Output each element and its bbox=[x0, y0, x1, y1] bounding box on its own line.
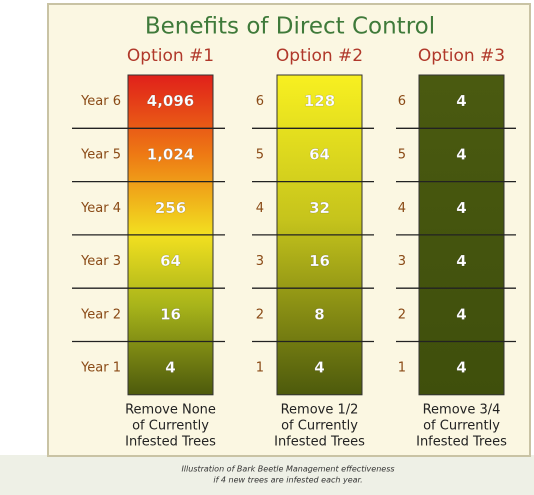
value: 4 bbox=[456, 305, 466, 323]
row-label: Year 1 bbox=[80, 361, 121, 376]
value: 4 bbox=[456, 199, 466, 217]
row-label: 5 bbox=[398, 147, 406, 162]
caption: Remove 1/2 bbox=[281, 403, 359, 418]
row-label: 1 bbox=[256, 361, 264, 376]
footnote: Illustration of Bark Beetle Management e… bbox=[181, 465, 394, 474]
row-label: 3 bbox=[256, 254, 264, 269]
value: 4 bbox=[314, 359, 324, 377]
row-label: Year 2 bbox=[80, 307, 121, 322]
row-label: Year 6 bbox=[80, 94, 121, 109]
row-label: Year 3 bbox=[80, 254, 121, 269]
infographic: Benefits of Direct Control Option #1 4,09… bbox=[0, 0, 534, 495]
value: 16 bbox=[160, 305, 181, 323]
value: 64 bbox=[160, 252, 181, 270]
option-header: Option #2 bbox=[276, 46, 363, 66]
row-label: 6 bbox=[398, 94, 406, 109]
value: 4 bbox=[456, 359, 466, 377]
value: 4 bbox=[456, 252, 466, 270]
value: 64 bbox=[309, 145, 330, 163]
value: 16 bbox=[309, 252, 330, 270]
row-label: 2 bbox=[398, 307, 406, 322]
value: 32 bbox=[309, 199, 330, 217]
option-header: Option #1 bbox=[127, 46, 214, 66]
row-label: 6 bbox=[256, 94, 264, 109]
row-label: 4 bbox=[398, 201, 406, 216]
row-label: 2 bbox=[256, 307, 264, 322]
value: 4 bbox=[165, 359, 175, 377]
caption: of Currently bbox=[132, 419, 209, 434]
row-label: 5 bbox=[256, 147, 264, 162]
caption: of Currently bbox=[423, 419, 500, 434]
caption: Infested Trees bbox=[274, 435, 365, 450]
row-label: Year 5 bbox=[80, 147, 121, 162]
footnote: if 4 new trees are infested each year. bbox=[213, 476, 362, 485]
row-label: 1 bbox=[398, 361, 406, 376]
caption: of Currently bbox=[281, 419, 358, 434]
value: 128 bbox=[304, 92, 335, 110]
value: 4 bbox=[456, 92, 466, 110]
row-label: 4 bbox=[256, 201, 264, 216]
caption: Remove None bbox=[125, 403, 216, 418]
option-header: Option #3 bbox=[418, 46, 505, 66]
value: 256 bbox=[155, 199, 186, 217]
value: 1,024 bbox=[147, 145, 194, 163]
value: 8 bbox=[314, 305, 324, 323]
caption: Remove 3/4 bbox=[423, 403, 501, 418]
value: 4 bbox=[456, 145, 466, 163]
caption: Infested Trees bbox=[125, 435, 216, 450]
row-label: 3 bbox=[398, 254, 406, 269]
row-label: Year 4 bbox=[80, 201, 121, 216]
value: 4,096 bbox=[147, 92, 194, 110]
caption: Infested Trees bbox=[416, 435, 507, 450]
title: Benefits of Direct Control bbox=[145, 14, 435, 40]
